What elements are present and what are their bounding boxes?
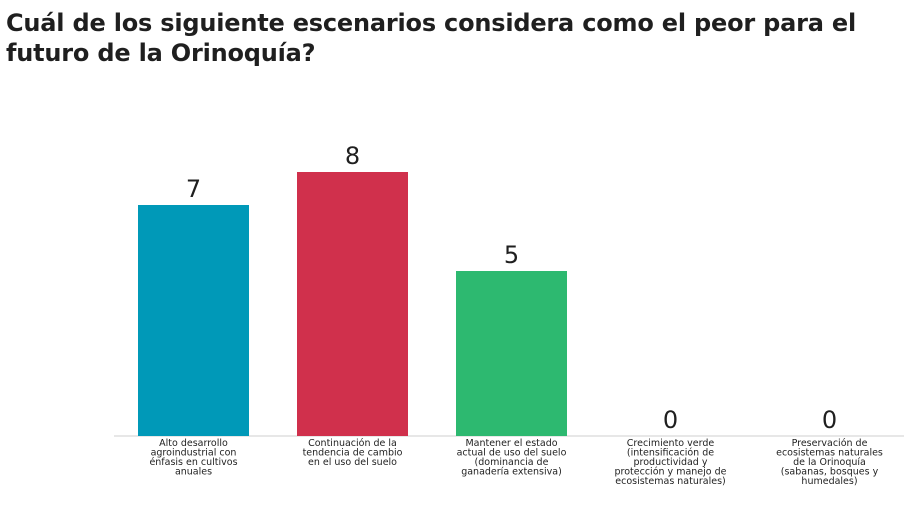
category-label: Continuación de la tendencia de cambio en …	[303, 438, 403, 468]
bar-value-label: 0	[822, 406, 837, 434]
bar-value-label: 5	[504, 241, 519, 269]
bar-value-label: 7	[186, 175, 201, 203]
category-label: Preservación de ecosistemas naturales de l…	[776, 438, 883, 487]
category-label: Crecimiento verde (intensificación de prod…	[615, 438, 727, 487]
bar-1	[138, 205, 249, 436]
chart-title: Cuál de los siguiente escenarios conside…	[6, 9, 857, 67]
category-label: Mantener el estado actual de uso del suel…	[457, 438, 567, 478]
bar-value-label: 0	[663, 406, 678, 434]
category-label: Alto desarrollo agroindustrial con énfasis…	[149, 438, 237, 478]
bar-3	[456, 271, 567, 436]
bar-2	[297, 172, 408, 436]
bar-value-label: 8	[345, 142, 360, 170]
